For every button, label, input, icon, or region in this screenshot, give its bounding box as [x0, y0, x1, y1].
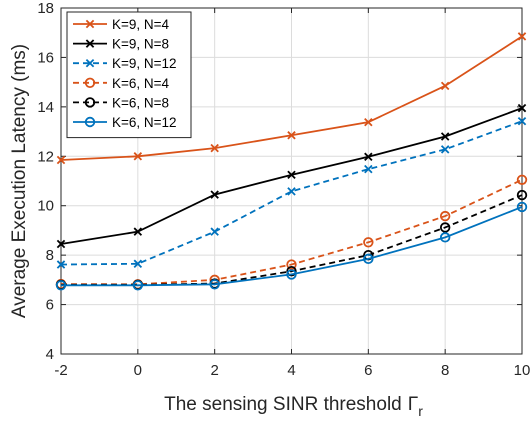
data-point — [364, 152, 373, 162]
y-axis-label: Average Execution Latency (ms) — [9, 44, 30, 318]
legend-marker — [85, 19, 95, 29]
x-tick-label: 4 — [287, 362, 295, 379]
data-point — [133, 259, 143, 269]
legend-item: K=9, N=8 — [73, 37, 169, 52]
data-point — [516, 189, 528, 201]
axis-ticks: -2 0 2 4 6 8 10 4 6 8 10 12 14 16 18 — [37, 0, 530, 379]
data-point — [210, 190, 219, 199]
data-point — [439, 210, 451, 222]
data-point — [286, 269, 297, 280]
data-point — [209, 279, 220, 290]
y-tick-label: 10 — [37, 198, 54, 215]
legend-label: K=9, N=4 — [112, 17, 170, 32]
series-4 — [55, 174, 528, 290]
series-line — [61, 194, 523, 286]
data-point — [439, 222, 451, 233]
data-point — [440, 145, 450, 154]
x-tick-label: 10 — [514, 362, 531, 379]
x-axis-label: The sensing SINR threshold Γr — [164, 394, 423, 419]
data-point — [364, 164, 373, 174]
series-2 — [56, 103, 527, 249]
x-tick-label: 8 — [441, 362, 449, 379]
data-point — [56, 239, 66, 249]
y-tick-label: 14 — [37, 99, 54, 116]
data-point — [286, 266, 297, 277]
data-point — [287, 170, 296, 180]
legend-item: K=6, N=4 — [73, 76, 170, 91]
series-6 — [55, 201, 528, 291]
data-point — [517, 32, 527, 41]
data-point — [287, 187, 296, 196]
legend-marker — [84, 77, 96, 89]
data-point — [133, 152, 143, 161]
data-point — [286, 259, 297, 270]
data-point — [517, 116, 527, 126]
x-axis-label-text: The sensing SINR threshold — [164, 394, 402, 415]
legend-label: K=9, N=12 — [112, 56, 177, 71]
x-axis-label-subscript: r — [418, 403, 423, 419]
data-point — [364, 117, 373, 127]
legend-item: K=6, N=12 — [73, 115, 177, 130]
y-tick-label: 8 — [46, 247, 54, 264]
y-tick-label: 12 — [37, 148, 54, 165]
series-line — [61, 206, 523, 287]
y-tick-label: 4 — [46, 346, 54, 363]
y-tick-label: 18 — [37, 0, 54, 17]
data-point — [210, 227, 219, 236]
data-point — [439, 232, 451, 243]
series-3 — [56, 116, 527, 269]
data-point — [363, 237, 374, 248]
legend-label: K=6, N=4 — [112, 76, 170, 91]
legend-box — [66, 11, 192, 139]
data-point — [440, 132, 450, 141]
data-point — [516, 174, 528, 185]
legend-item: K=6, N=8 — [73, 95, 169, 110]
data-point — [133, 227, 143, 236]
legend-label: K=6, N=8 — [112, 95, 169, 110]
x-tick-label: 2 — [210, 362, 218, 379]
data-point — [440, 81, 450, 91]
data-point — [210, 143, 219, 153]
data-point — [56, 260, 66, 269]
legend-item: K=9, N=12 — [73, 56, 177, 71]
y-tick-label: 16 — [37, 49, 54, 66]
data-point — [55, 280, 67, 291]
series-1 — [56, 32, 527, 165]
x-tick-label: 6 — [364, 362, 372, 379]
data-point — [132, 280, 144, 291]
x-axis-label-symbol: Γ — [408, 394, 418, 415]
legend-item: K=9, N=4 — [73, 17, 170, 32]
legend-label: K=9, N=8 — [112, 37, 169, 52]
legend-marker — [85, 39, 95, 48]
y-tick-label: 6 — [46, 297, 54, 314]
legend-label: K=6, N=12 — [112, 115, 177, 130]
series-line — [60, 178, 523, 286]
data-point — [287, 131, 296, 140]
data-point — [56, 155, 66, 165]
data-point — [363, 253, 374, 265]
data-point — [516, 201, 528, 213]
legend-marker — [84, 97, 96, 108]
legend: K=9, N=4 K=9, N=8 K=9, N=12 K=6, N=4 K=6, N=… — [66, 11, 192, 139]
legend-marker — [84, 116, 96, 128]
series-layer — [55, 32, 528, 291]
x-tick-label: 0 — [134, 362, 142, 379]
legend-marker — [85, 58, 95, 68]
data-point — [517, 103, 527, 113]
x-tick-label: -2 — [54, 362, 67, 379]
